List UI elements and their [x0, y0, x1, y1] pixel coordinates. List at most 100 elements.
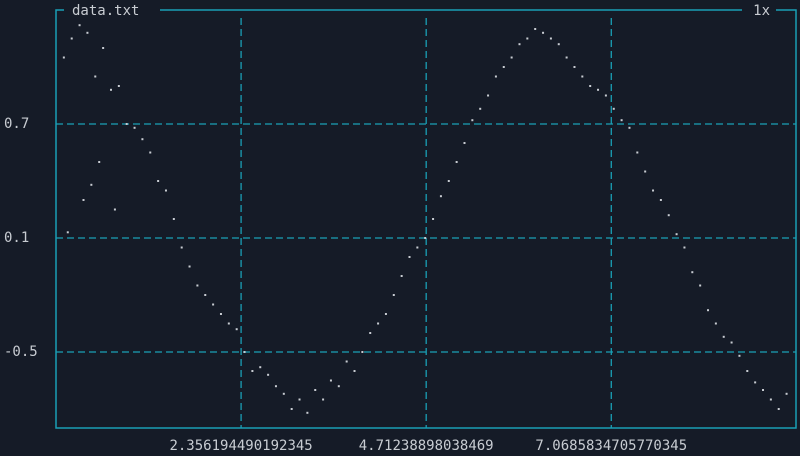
point: [274, 385, 277, 388]
point: [722, 335, 725, 338]
x-tick-label: 7.0685834705770345: [535, 438, 687, 454]
point: [113, 208, 116, 211]
point: [777, 408, 780, 410]
point: [259, 366, 262, 369]
point: [70, 37, 73, 40]
point: [243, 351, 246, 353]
point: [290, 408, 293, 410]
y-tick-label: 0.7: [4, 116, 29, 132]
point: [149, 151, 152, 154]
point: [392, 294, 395, 296]
point: [691, 271, 694, 274]
point: [769, 398, 772, 401]
point: [675, 233, 678, 236]
point: [479, 107, 482, 110]
point: [730, 341, 733, 344]
point: [573, 66, 576, 68]
point: [707, 309, 710, 312]
point: [78, 24, 81, 27]
point: [565, 56, 568, 59]
point: [644, 170, 647, 173]
point: [754, 381, 757, 384]
point: [219, 313, 222, 315]
point: [86, 31, 89, 34]
x-tick-label: 4.71238898038469: [359, 438, 494, 454]
point: [94, 75, 97, 78]
point: [620, 119, 623, 122]
point: [90, 183, 93, 186]
point: [98, 161, 101, 163]
point: [659, 199, 662, 201]
point: [652, 189, 655, 192]
point: [235, 328, 238, 331]
point: [597, 88, 600, 91]
point: [463, 142, 466, 144]
point: [227, 322, 230, 325]
point: [518, 43, 521, 46]
point: [494, 75, 497, 78]
point: [636, 151, 639, 154]
point: [204, 294, 207, 296]
point: [322, 398, 325, 401]
point: [125, 123, 128, 125]
point: [62, 56, 65, 59]
point: [714, 322, 717, 325]
point: [361, 351, 364, 353]
point: [314, 389, 317, 391]
point: [612, 107, 615, 110]
point: [667, 214, 670, 217]
point: [102, 47, 105, 49]
point: [384, 313, 387, 315]
point: [164, 189, 167, 192]
point: [604, 94, 607, 97]
point: [549, 37, 552, 40]
point: [447, 180, 450, 182]
point: [329, 379, 332, 382]
point: [172, 218, 175, 220]
point: [369, 332, 372, 334]
point: [557, 43, 560, 46]
point: [471, 119, 474, 122]
point: [534, 28, 537, 30]
point: [785, 392, 788, 395]
chart-title: data.txt: [72, 3, 139, 19]
point: [82, 199, 85, 201]
zoom-bg: [742, 2, 776, 20]
point: [424, 237, 427, 239]
point: [157, 180, 160, 182]
point: [762, 389, 765, 391]
point: [487, 94, 490, 97]
point: [180, 246, 183, 249]
point: [400, 275, 403, 277]
point: [196, 284, 199, 287]
point: [416, 246, 419, 249]
point: [526, 37, 529, 40]
point: [212, 303, 215, 306]
point: [455, 161, 458, 163]
point: [298, 398, 301, 401]
point: [337, 385, 340, 388]
point: [439, 195, 442, 198]
point: [738, 354, 741, 357]
point: [510, 56, 513, 59]
y-tick-label: -0.5: [4, 344, 38, 360]
point: [109, 88, 112, 91]
point: [353, 370, 356, 372]
point: [267, 373, 270, 376]
point: [432, 218, 435, 220]
point: [408, 256, 411, 258]
point: [502, 66, 505, 68]
y-tick-label: 0.1: [4, 230, 29, 246]
point: [581, 75, 584, 78]
title-bg: [64, 2, 160, 20]
point: [746, 370, 749, 372]
point: [628, 126, 631, 129]
x-tick-label: 2.356194490192345: [169, 438, 312, 454]
zoom-label: 1x: [753, 3, 770, 19]
point: [141, 138, 144, 141]
point: [251, 370, 254, 372]
point: [377, 322, 380, 325]
point: [589, 85, 592, 87]
point: [66, 231, 69, 234]
